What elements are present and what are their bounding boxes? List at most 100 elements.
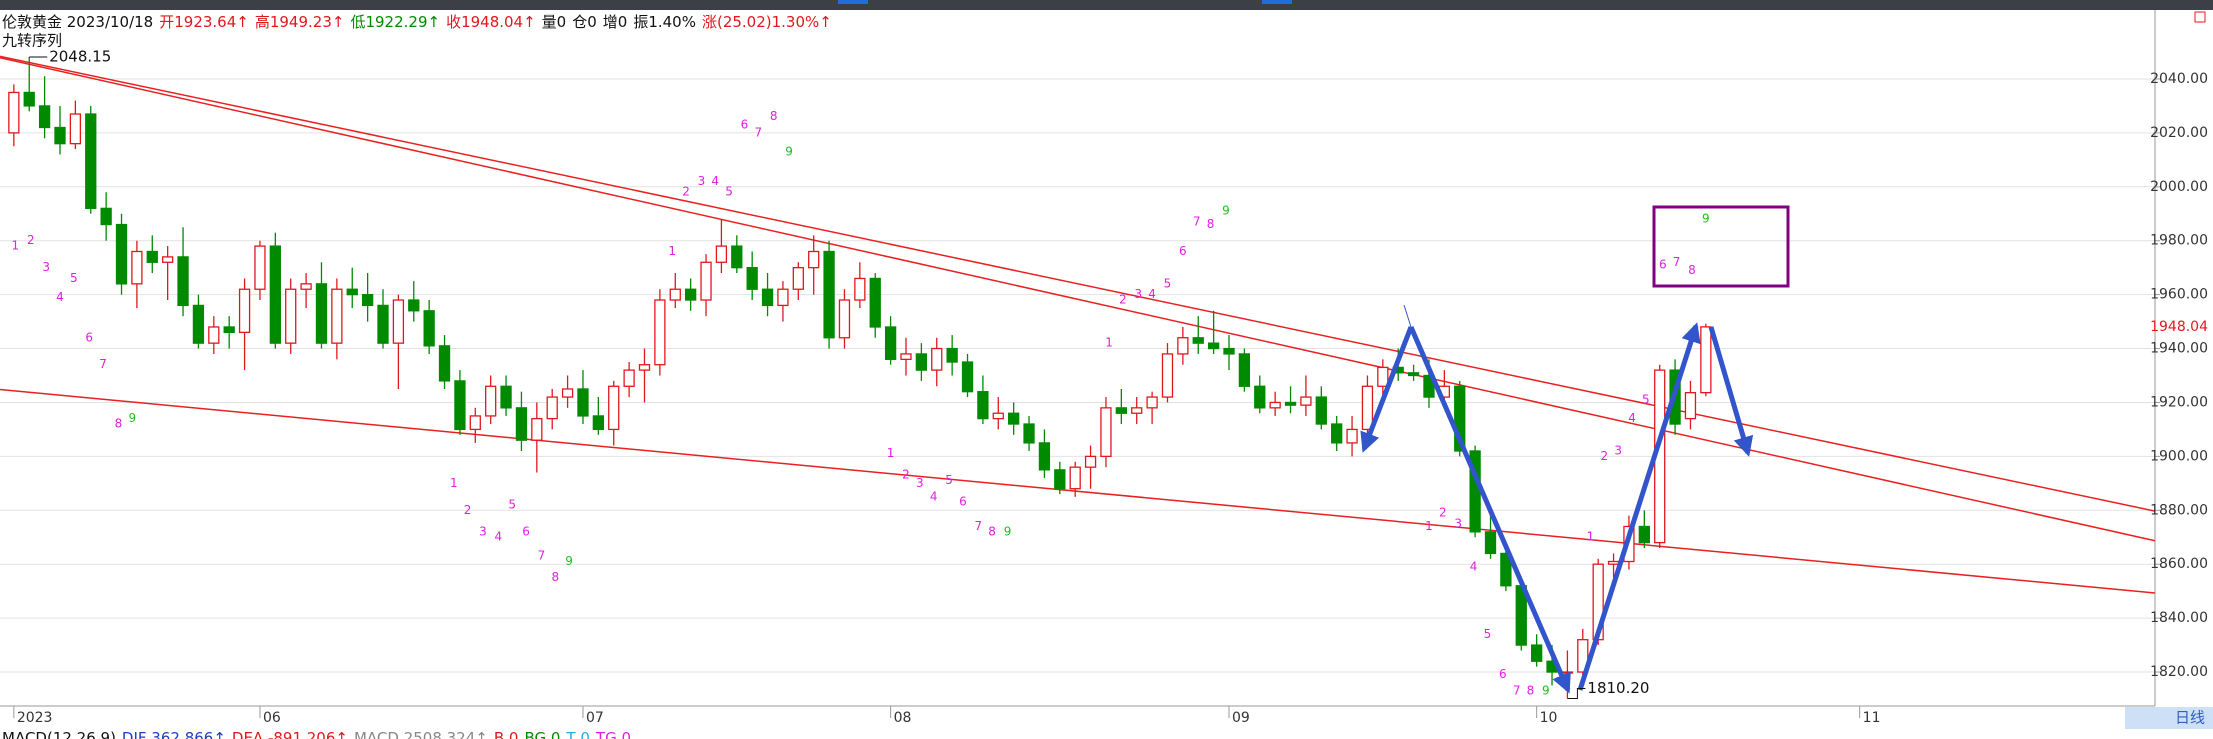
highlight-box [1652,205,1790,288]
candle-body [1530,644,1543,662]
td-label: 3 [916,476,924,490]
period-label[interactable]: 日线 [2175,709,2205,727]
td-label: 8 [115,417,123,431]
candle-body [238,288,251,334]
trend-lines [0,55,2156,594]
td-label: 6 [741,117,749,131]
td-label: 9 [128,411,136,425]
td-label: 5 [508,497,516,511]
grid [0,78,2160,718]
candle-body [454,380,466,431]
candle-body [146,250,158,263]
td-label: 5 [70,271,78,285]
x-tick-label: 10 [1540,710,1558,726]
candle-body [1192,337,1204,344]
td-label: 8 [1207,217,1215,231]
candle-body [1638,525,1650,544]
candle-body [1038,442,1051,471]
td-label: 9 [565,554,573,568]
td-label: 7 [99,357,107,371]
td-label: 4 [1470,559,1478,573]
y-tick-label: 1900.00 [2150,448,2208,464]
trend-line [0,55,2156,512]
candle-body [869,277,881,328]
trend-line [0,388,2156,594]
candle-body [208,326,220,344]
candle-body [1223,347,1235,355]
td-label: 1 [1105,336,1113,350]
candle-body [1315,396,1327,425]
min-label: 1810.20 [1587,679,1649,697]
x-tick-label: 07 [586,710,604,726]
candle-body [485,385,497,417]
period-box[interactable] [2125,707,2213,729]
candle-body [823,250,835,339]
footer-segment: DEA -891.206↑ [232,729,348,739]
td-label: 9 [785,144,793,158]
arrow [1708,326,1754,457]
candle-body [623,369,635,387]
candle-body [423,310,435,347]
footer-segment: MACD 2508.324↑ [354,729,488,739]
min-leader [1567,687,1586,699]
td-label: 4 [56,290,64,304]
y-tick-label: 1940.00 [2150,341,2208,357]
header-segment: 收1948.04↑ [446,13,536,31]
header: 伦敦黄金 2023/10/18 开1923.64↑ 高1949.23↑ 低1922.2… [2,13,832,31]
candle-body [1023,423,1035,444]
td-label: 5 [1642,392,1650,406]
x-tick-label: 11 [1863,710,1881,726]
candle-body [1207,342,1220,350]
top-bar [0,0,2213,10]
candle-body [1561,671,1574,674]
td-label: 7 [755,125,763,139]
candle-body [100,207,112,226]
candle-body [315,283,328,344]
last-price-label: 1948.04 [2150,319,2208,335]
candle-body [731,245,743,269]
candle-body [1577,639,1589,673]
candle-body [1008,412,1020,425]
candle-body [1377,366,1389,387]
candle-body [515,407,528,441]
y-tick-label: 1960.00 [2150,287,2208,303]
corner-icon[interactable] [2194,11,2206,23]
td-label: 4 [711,174,719,188]
td-label: 3 [1134,287,1142,301]
header-segment: 开1923.64↑ [159,13,249,31]
td-label: 7 [1673,255,1681,269]
candle-body [408,299,420,312]
max-label: 2048.15 [49,47,111,65]
y-tick-label: 1840.00 [2150,610,2208,626]
candle-body [1177,337,1189,355]
td-label: 6 [1659,257,1667,271]
candle-body [761,288,774,307]
candle-body [777,288,789,307]
candle-body [1069,466,1081,490]
y-tick-label: 2040.00 [2150,71,2208,87]
candle-body [915,353,928,371]
header-segment: 低1922.29↑ [350,13,440,31]
td-label: 7 [538,549,546,563]
candle-body [1269,401,1281,409]
footer-segment: B 0 [494,729,519,739]
td-label: 6 [522,524,530,538]
candle-body [808,250,820,269]
td-label: 2 [902,468,910,482]
header-segment: 高1949.23↑ [255,13,345,31]
candle-body [1100,407,1112,458]
td-label: 9 [1004,524,1012,538]
candle-body [992,412,1004,420]
candle-body [1115,407,1127,414]
candle-body [377,304,389,344]
candle-body [115,223,128,285]
top-tab [1262,0,1292,4]
candle-body [1484,531,1497,555]
candle-body [1131,407,1143,414]
candle-body [838,299,851,339]
td-label: 5 [945,473,953,487]
y-tick-label: 1820.00 [2150,664,2208,680]
header-segment: 量0 [542,13,567,31]
td-label: 1 [1425,519,1433,533]
